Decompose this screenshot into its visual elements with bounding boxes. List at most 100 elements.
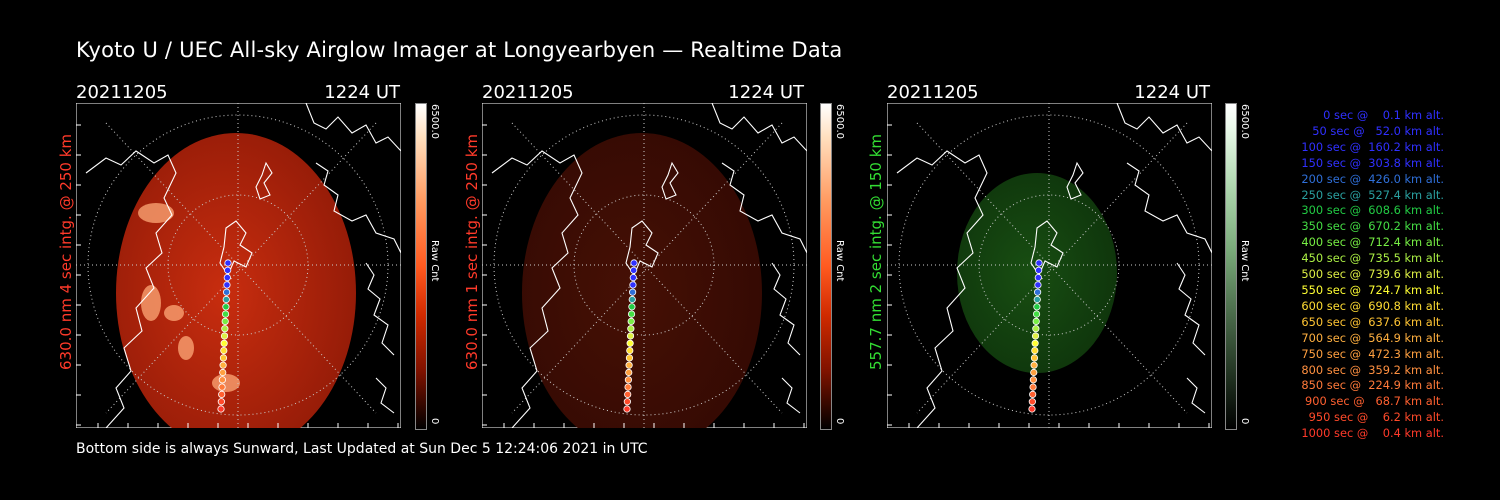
trajectory-point: [1030, 354, 1039, 362]
panel-1-colorbar-min: 0: [429, 418, 440, 425]
legend-row: 150 sec @ 303.8 km alt.: [1297, 155, 1444, 170]
panel-3-colorbar: [1225, 103, 1237, 430]
trajectory-point: [1032, 325, 1040, 333]
trajectory-point: [1028, 405, 1036, 413]
panel-1-allsky-image: [76, 103, 401, 428]
trajectory-point: [1035, 259, 1043, 267]
page-title: Kyoto U / UEC All-sky Airglow Imager at …: [76, 38, 843, 62]
legend-row: 600 sec @ 690.8 km alt.: [1297, 298, 1444, 313]
trajectory-point: [218, 390, 226, 398]
aurora-blob: [212, 374, 240, 392]
trajectory-point: [624, 390, 632, 398]
trajectory-point: [221, 325, 229, 333]
coastline: [896, 150, 988, 428]
trajectory-point: [222, 303, 230, 311]
sky-field: [522, 133, 762, 428]
trajectory-point: [1031, 332, 1040, 340]
trajectory-point: [1029, 376, 1037, 384]
panel-2-ylabel: 630.0 nm 1 sec intg. @ 250 km: [463, 133, 481, 370]
coastline: [721, 162, 807, 254]
aurora-blob: [141, 285, 161, 321]
panel-1-colorbar-unit: Raw Cnt: [429, 240, 440, 282]
trajectory-point: [629, 288, 637, 296]
coastline: [255, 161, 273, 200]
trajectory-point: [220, 347, 228, 355]
trajectory-point: [626, 347, 634, 355]
legend-row: 200 sec @ 426.0 km alt.: [1297, 171, 1444, 186]
panel-3-colorbar-min: 0: [1239, 418, 1250, 425]
coastline: [305, 103, 401, 152]
trajectory-point: [219, 354, 228, 362]
trajectory-point: [1031, 347, 1039, 355]
trajectory-point: [624, 383, 632, 391]
panel-1-time: 1224 UT: [324, 82, 400, 103]
legend-row: 0 sec @ 0.1 km alt.: [1312, 108, 1444, 122]
coastline: [1126, 162, 1212, 254]
trajectory-point: [1034, 288, 1042, 296]
legend-row: 400 sec @ 712.4 km alt.: [1297, 235, 1444, 250]
trajectory-point: [223, 288, 231, 296]
legend-row: 250 sec @ 527.4 km alt.: [1297, 187, 1444, 202]
trajectory-point: [1033, 303, 1041, 311]
panel-2-colorbar-max: 6500.0: [834, 104, 845, 139]
trajectory-point: [1032, 310, 1041, 318]
legend-row: 900 sec @ 68.7 km alt.: [1301, 394, 1444, 409]
trajectory-point: [1031, 339, 1039, 347]
coastline: [711, 103, 807, 152]
trajectory-point: [219, 361, 227, 369]
panel-3-colorbar-unit: Raw Cnt: [1239, 240, 1250, 282]
legend-row: 350 sec @ 670.2 km alt.: [1297, 219, 1444, 234]
panel-2-date: 20211205: [482, 82, 574, 103]
coastline: [375, 377, 395, 414]
coastline: [781, 377, 801, 414]
panel-2-time: 1224 UT: [728, 82, 804, 103]
trajectory-point: [627, 325, 635, 333]
trajectory-point: [224, 259, 232, 267]
trajectory-point: [220, 332, 229, 340]
trajectory-point: [630, 266, 638, 274]
panel-3-time: 1224 UT: [1134, 82, 1210, 103]
coastline: [625, 220, 659, 277]
trajectory-point: [623, 405, 631, 413]
trajectory-point: [218, 383, 226, 391]
panel-2-colorbar-min: 0: [834, 418, 845, 425]
trajectory-point: [217, 398, 225, 406]
coastline: [771, 262, 801, 356]
legend-row: 100 sec @ 160.2 km alt.: [1297, 139, 1444, 154]
coastline: [85, 150, 177, 428]
coastline: [1116, 103, 1212, 152]
trajectory-point: [626, 339, 634, 347]
aurora-blob: [138, 203, 174, 223]
panel-3-ylabel: 557.7 nm 2 sec intg. @ 150 km: [867, 133, 885, 370]
legend-row: 450 sec @ 735.5 km alt.: [1297, 251, 1444, 266]
trajectory-point: [1034, 274, 1042, 282]
trajectory-point: [222, 295, 230, 304]
panel-2-colorbar-unit: Raw Cnt: [834, 240, 845, 282]
legend-row: 300 sec @ 608.6 km alt.: [1297, 203, 1444, 218]
coastline: [1030, 220, 1064, 277]
legend-row: 50 sec @ 52.0 km alt.: [1305, 123, 1444, 138]
trajectory-point: [223, 274, 231, 282]
coastline: [1066, 161, 1084, 200]
trajectory-point: [625, 354, 634, 362]
coastline: [315, 162, 401, 254]
trajectory-point: [624, 376, 632, 384]
panel-2-allsky-image: [482, 103, 807, 428]
coastline: [1176, 262, 1206, 356]
trajectory-point: [1030, 361, 1038, 369]
trajectory-point: [629, 281, 637, 289]
trajectory-point: [217, 405, 225, 413]
trajectory-point: [626, 332, 635, 340]
coastline: [491, 150, 583, 428]
panel-1-colorbar: [415, 103, 427, 430]
trajectory-point: [1034, 281, 1042, 289]
coastline: [219, 220, 253, 277]
legend-row: 500 sec @ 739.6 km alt.: [1297, 267, 1444, 282]
trajectory-point: [220, 339, 228, 347]
trajectory-point: [628, 295, 636, 304]
legend-row: 800 sec @ 359.2 km alt.: [1297, 362, 1444, 377]
panel-1-colorbar-max: 6500.0: [429, 104, 440, 139]
altitude-legend: 0 sec @ 0.1 km alt. 50 sec @ 52.0 km alt…: [1262, 108, 1444, 442]
trajectory-point: [625, 368, 633, 377]
trajectory-point: [627, 317, 635, 325]
